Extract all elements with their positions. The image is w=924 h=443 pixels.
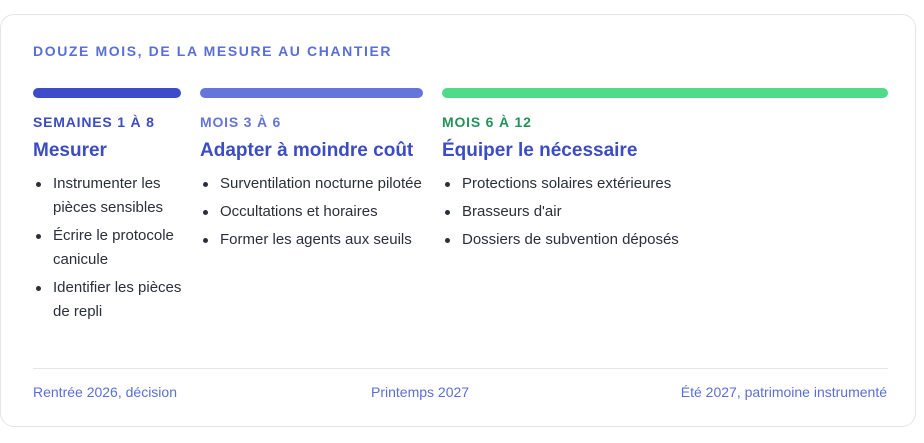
phase-equip: MOIS 6 À 12 Équiper le nécessaire Protec… — [442, 88, 888, 256]
phase-equip-bar — [442, 88, 888, 98]
phase-adapt: MOIS 3 À 6 Adapter à moindre coût Surven… — [200, 88, 424, 256]
list-item: Dossiers de subvention déposés — [442, 228, 888, 252]
phase-measure: SEMAINES 1 À 8 Mesurer Instrumenter les … — [33, 88, 183, 328]
phase-adapt-heading: Adapter à moindre coût — [200, 140, 414, 161]
list-item: Brasseurs d'air — [442, 200, 888, 224]
list-item: Protections solaires extérieures — [442, 172, 888, 196]
phase-equip-label: MOIS 6 À 12 — [442, 114, 532, 130]
phase-equip-heading: Équiper le nécessaire — [442, 140, 638, 161]
list-item: Former les agents aux seuils — [200, 228, 424, 252]
phase-adapt-label: MOIS 3 À 6 — [200, 114, 282, 130]
list-item: Identifier les pièces de repli — [33, 276, 183, 324]
milestone-middle: Printemps 2027 — [371, 384, 470, 400]
list-item: Occultations et horaires — [200, 200, 424, 224]
phase-measure-items: Instrumenter les pièces sensibles Écrire… — [33, 172, 183, 324]
phase-adapt-items: Surventilation nocturne pilotée Occultat… — [200, 172, 424, 252]
phase-measure-heading: Mesurer — [33, 140, 107, 161]
milestone-end: Été 2027, patrimoine instrumenté — [680, 384, 887, 400]
phase-measure-label: SEMAINES 1 À 8 — [33, 114, 155, 130]
milestone-start: Rentrée 2026, décision — [33, 384, 177, 400]
phase-adapt-bar — [200, 88, 423, 98]
roadmap-title: DOUZE MOIS, DE LA MESURE AU CHANTIER — [33, 43, 393, 59]
phase-equip-items: Protections solaires extérieures Brasseu… — [442, 172, 888, 252]
list-item: Instrumenter les pièces sensibles — [33, 172, 183, 220]
roadmap-card: DOUZE MOIS, DE LA MESURE AU CHANTIER SEM… — [0, 14, 916, 427]
phase-measure-bar — [33, 88, 181, 98]
list-item: Surventilation nocturne pilotée — [200, 172, 424, 196]
timeline-divider — [33, 368, 888, 369]
list-item: Écrire le protocole canicule — [33, 224, 183, 272]
